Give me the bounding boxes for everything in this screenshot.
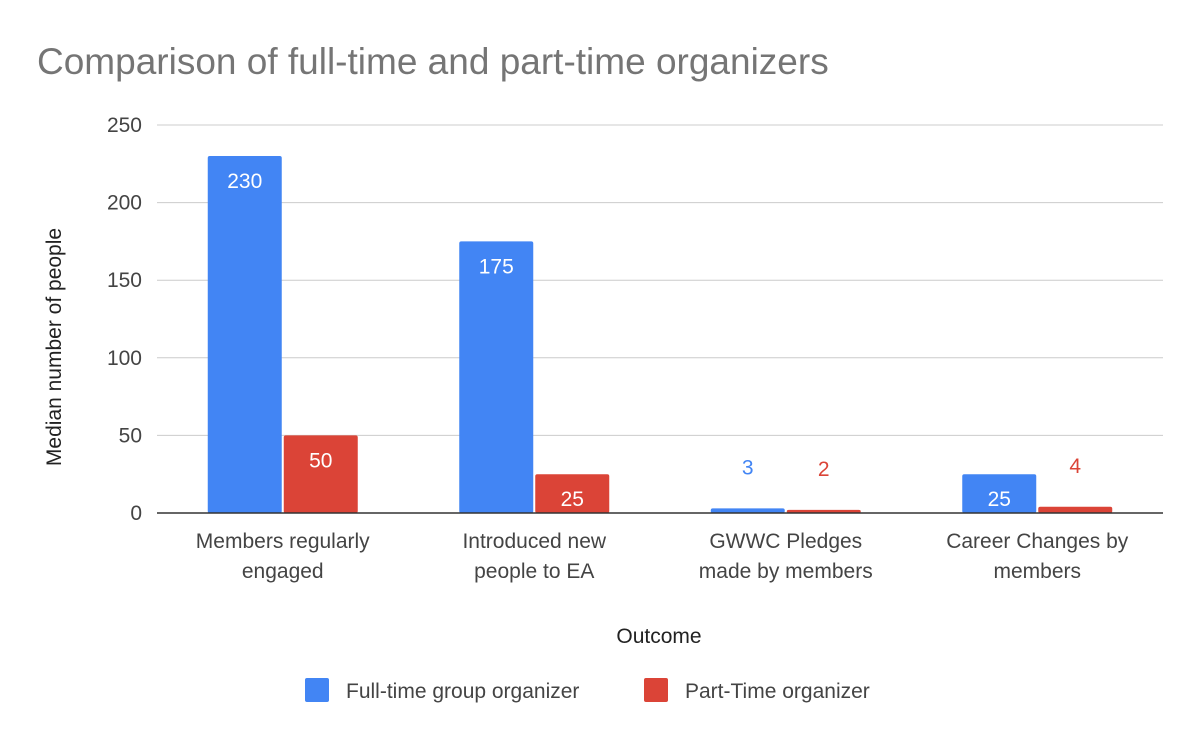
y-tick-label: 200 xyxy=(107,192,142,215)
chart-title: Comparison of full-time and part-time or… xyxy=(37,41,829,82)
data-labels: 230 50 175 25 3 2 25 4 xyxy=(227,170,1081,511)
data-label: 3 xyxy=(742,456,754,479)
x-tick-label: GWWC Pledges made by members xyxy=(699,530,873,583)
data-label: 175 xyxy=(479,255,514,278)
x-tick-label: Introduced new people to EA xyxy=(462,530,606,583)
y-tick-label: 0 xyxy=(130,502,142,525)
bar-part-time[interactable] xyxy=(535,474,610,513)
x-tick-label-line: Members regularly xyxy=(196,530,370,553)
legend-swatch[interactable] xyxy=(305,678,329,702)
legend-label[interactable]: Part-Time organizer xyxy=(685,680,870,703)
bar-full-time[interactable] xyxy=(207,156,282,514)
data-label: 230 xyxy=(227,170,262,193)
x-tick-label-line: made by members xyxy=(699,560,873,583)
x-tick-label: Career Changes by members xyxy=(946,530,1129,583)
legend-label[interactable]: Full-time group organizer xyxy=(346,680,579,703)
bar-part-time[interactable] xyxy=(1038,506,1113,513)
y-axis-ticks: 0 50 100 150 200 250 xyxy=(107,114,142,525)
x-axis-title: Outcome xyxy=(616,625,701,648)
bar-part-time[interactable] xyxy=(786,509,861,513)
data-label: 4 xyxy=(1069,455,1081,478)
legend-swatch[interactable] xyxy=(644,678,668,702)
bars xyxy=(207,156,1113,514)
bar-full-time[interactable] xyxy=(459,241,534,513)
data-label: 50 xyxy=(309,449,332,472)
y-tick-label: 150 xyxy=(107,269,142,292)
data-label: 25 xyxy=(561,488,584,511)
gridlines xyxy=(157,124,1163,436)
y-tick-label: 50 xyxy=(119,424,142,447)
legend[interactable]: Full-time group organizer Part-Time organ… xyxy=(305,678,870,703)
x-tick-label: Members regularly engaged xyxy=(196,530,370,583)
x-tick-label-line: engaged xyxy=(242,560,324,583)
x-axis-ticks: Members regularly engaged Introduced new pe… xyxy=(196,530,1129,583)
data-label: 25 xyxy=(988,488,1011,511)
bar-full-time[interactable] xyxy=(962,474,1037,513)
bar-full-time[interactable] xyxy=(710,508,785,513)
y-axis-title: Median number of people xyxy=(43,228,66,466)
x-tick-label-line: Introduced new xyxy=(462,530,606,553)
y-tick-label: 250 xyxy=(107,114,142,137)
x-tick-label-line: Career Changes by xyxy=(946,530,1129,553)
bar-part-time[interactable] xyxy=(283,435,358,513)
x-tick-label-line: GWWC Pledges xyxy=(709,530,862,553)
y-tick-label: 100 xyxy=(107,347,142,370)
x-tick-label-line: people to EA xyxy=(474,560,594,583)
x-tick-label-line: members xyxy=(993,560,1081,583)
data-label: 2 xyxy=(818,458,830,481)
